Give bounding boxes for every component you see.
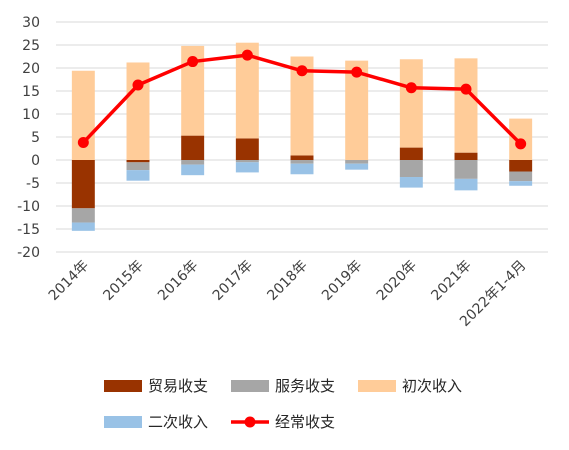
bar-贸易收支: [235, 138, 259, 160]
x-tick-label: 2015年: [100, 258, 146, 304]
bar-服务收支: [235, 160, 259, 163]
legend-label: 贸易收支: [148, 377, 208, 395]
bar-服务收支: [290, 160, 314, 164]
bar-贸易收支: [509, 160, 533, 172]
legend-item: 贸易收支: [104, 377, 208, 395]
bar-贸易收支: [181, 135, 205, 160]
y-tick-label: 20: [22, 61, 40, 77]
legend-item: 服务收支: [231, 377, 335, 395]
legend-label: 初次收入: [402, 377, 462, 395]
x-tick-label: 2019年: [319, 258, 365, 304]
point-经常收支: [515, 138, 527, 150]
legend-label: 经常收支: [275, 413, 335, 431]
bar-贸易收支: [454, 152, 478, 160]
y-tick-label: 15: [22, 84, 40, 100]
bar-贸易收支: [399, 147, 423, 160]
bar-服务收支: [345, 160, 369, 164]
legend-label: 二次收入: [148, 413, 208, 431]
bar-初次收入: [181, 45, 205, 136]
y-tick-label: 0: [31, 153, 40, 169]
bar-服务收支: [509, 171, 533, 182]
point-经常收支: [460, 83, 472, 95]
x-tick-label: 2020年: [374, 258, 420, 304]
bar-初次收入: [454, 58, 478, 153]
legend-marker: [244, 416, 256, 428]
bar-服务收支: [454, 160, 478, 179]
bar-二次收入: [399, 177, 423, 188]
point-经常收支: [405, 82, 417, 94]
y-tick-label: 30: [22, 15, 40, 31]
y-tick-label: 10: [22, 107, 40, 123]
x-tick-label: 2021年: [428, 258, 474, 304]
bar-二次收入: [71, 222, 95, 231]
point-经常收支: [296, 65, 308, 77]
bar-二次收入: [454, 178, 478, 191]
bar-初次收入: [235, 42, 259, 139]
bar-贸易收支: [71, 160, 95, 209]
legend-item: 经常收支: [231, 413, 335, 431]
point-经常收支: [351, 66, 363, 78]
bar-二次收入: [290, 163, 314, 175]
x-tick-label: 2017年: [210, 258, 256, 304]
point-经常收支: [241, 49, 253, 61]
bar-服务收支: [181, 160, 205, 165]
legend-swatch: [104, 416, 142, 428]
point-经常收支: [132, 79, 144, 91]
legend-label: 服务收支: [275, 377, 335, 395]
point-经常收支: [77, 137, 89, 149]
bar-贸易收支: [126, 160, 150, 163]
legend-swatch: [358, 380, 396, 392]
bar-初次收入: [345, 60, 369, 160]
x-tick-label: 2018年: [264, 258, 310, 304]
bar-服务收支: [126, 162, 150, 171]
bar-二次收入: [345, 163, 369, 170]
y-tick-label: -20: [17, 245, 40, 261]
bar-服务收支: [399, 160, 423, 178]
bar-二次收入: [181, 164, 205, 176]
y-tick-label: 25: [22, 38, 40, 54]
line-series: [77, 49, 527, 150]
bar-初次收入: [126, 62, 150, 161]
y-tick-label: -15: [17, 222, 40, 238]
x-tick-label: 2016年: [155, 258, 201, 304]
bar-series: [71, 42, 533, 231]
bar-服务收支: [71, 208, 95, 223]
legend-swatch: [104, 380, 142, 392]
legend-swatch: [231, 380, 269, 392]
legend-item: 二次收入: [104, 413, 208, 431]
y-axis-tick-labels: -20 -15 -10 -5 0 5 10 15 20 25 30: [17, 15, 40, 261]
legend-item: 初次收入: [358, 377, 462, 395]
y-tick-label: -5: [26, 176, 40, 192]
point-经常收支: [187, 56, 199, 68]
bar-初次收入: [290, 56, 314, 156]
bar-初次收入: [399, 59, 423, 148]
bar-二次收入: [509, 181, 533, 186]
bar-二次收入: [126, 170, 150, 181]
y-tick-label: 5: [31, 130, 40, 146]
bar-贸易收支: [290, 155, 314, 160]
bar-二次收入: [235, 162, 259, 173]
x-tick-label: 2014年: [46, 258, 92, 304]
x-axis-tick-labels: 2014年 2015年 2016年 2017年 2018年 2019年 2020年 2021年…: [46, 258, 530, 330]
y-tick-label: -10: [17, 199, 40, 215]
